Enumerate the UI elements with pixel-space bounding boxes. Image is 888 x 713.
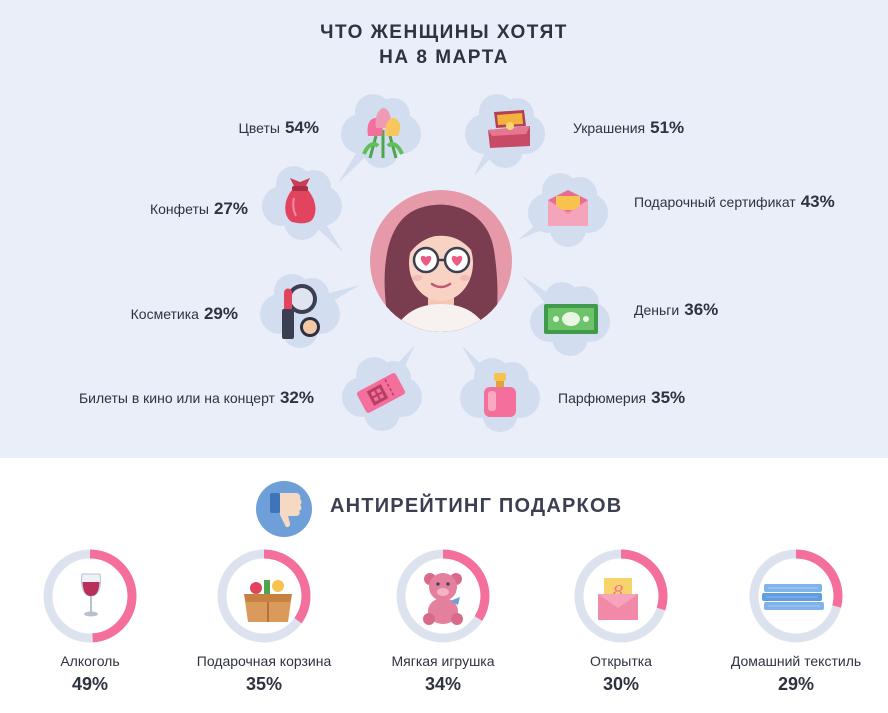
antirating-label-basket: Подарочная корзина: [196, 653, 332, 669]
greeting-card-icon: 8: [598, 578, 638, 620]
antirating-label-card: Открытка: [590, 653, 652, 669]
wish-label-tickets: Билеты в кино или на концерт 32%: [78, 388, 314, 407]
towels-icon: [762, 584, 824, 610]
antirating-label-alcohol: Алкоголь: [60, 653, 120, 669]
svg-text:8: 8: [612, 582, 623, 603]
wish-label-certificate: Подарочный сертификат 43%: [634, 192, 835, 211]
ticket-icon: [356, 373, 406, 413]
wish-label-flowers: Цветы 54%: [238, 118, 319, 137]
donut-arc-1: [263, 549, 311, 624]
page-subtitle: НА 8 МАРТА: [379, 47, 509, 68]
flowers-icon: [362, 108, 404, 159]
donut-3: [574, 549, 668, 643]
antirating-label-toy: Мягкая игрушка: [391, 653, 495, 669]
donut-arc-4: [795, 549, 843, 608]
donut-arc-2: [442, 549, 490, 621]
wish-label-cosmetics: Косметика 29%: [130, 304, 238, 323]
donut-arc-0: [89, 549, 137, 643]
envelope-icon: [548, 190, 588, 226]
donut-1: [217, 549, 311, 643]
antirating-value-alcohol: 49%: [71, 674, 109, 694]
wish-label-jewelry: Украшения 51%: [573, 118, 685, 137]
perfume-icon: [484, 373, 516, 417]
money-icon: [544, 304, 598, 334]
antirating-value-textile: 29%: [777, 674, 815, 694]
antirating-label-textile: Домашний текстиль: [730, 653, 862, 669]
antirating-value-basket: 35%: [245, 674, 283, 694]
gift-basket-icon: [244, 580, 292, 622]
donut-arc-3: [620, 549, 668, 611]
cosmetics-icon: [282, 284, 320, 339]
wish-label-money: Деньги 36%: [634, 300, 719, 319]
donut-0: [43, 549, 137, 643]
thumbs-down-icon: [256, 481, 312, 537]
antirating-title: АНТИРЕЙТИНГ ПОДАРКОВ: [330, 495, 623, 517]
antirating-value-toy: 34%: [424, 674, 462, 694]
wish-label-candy: Конфеты 27%: [149, 199, 248, 218]
donut-2: [396, 549, 490, 643]
antirating-value-card: 30%: [602, 674, 640, 694]
wine-glass-icon: [81, 573, 101, 617]
woman-avatar-icon: [370, 190, 512, 332]
jewelry-box-icon: [488, 110, 530, 148]
candy-icon: [285, 178, 316, 224]
donut-4: [749, 549, 843, 643]
wish-label-perfume: Парфюмерия 35%: [558, 388, 686, 407]
teddy-bear-icon: [423, 573, 463, 625]
page-title: ЧТО ЖЕНЩИНЫ ХОТЯТ: [320, 22, 568, 43]
